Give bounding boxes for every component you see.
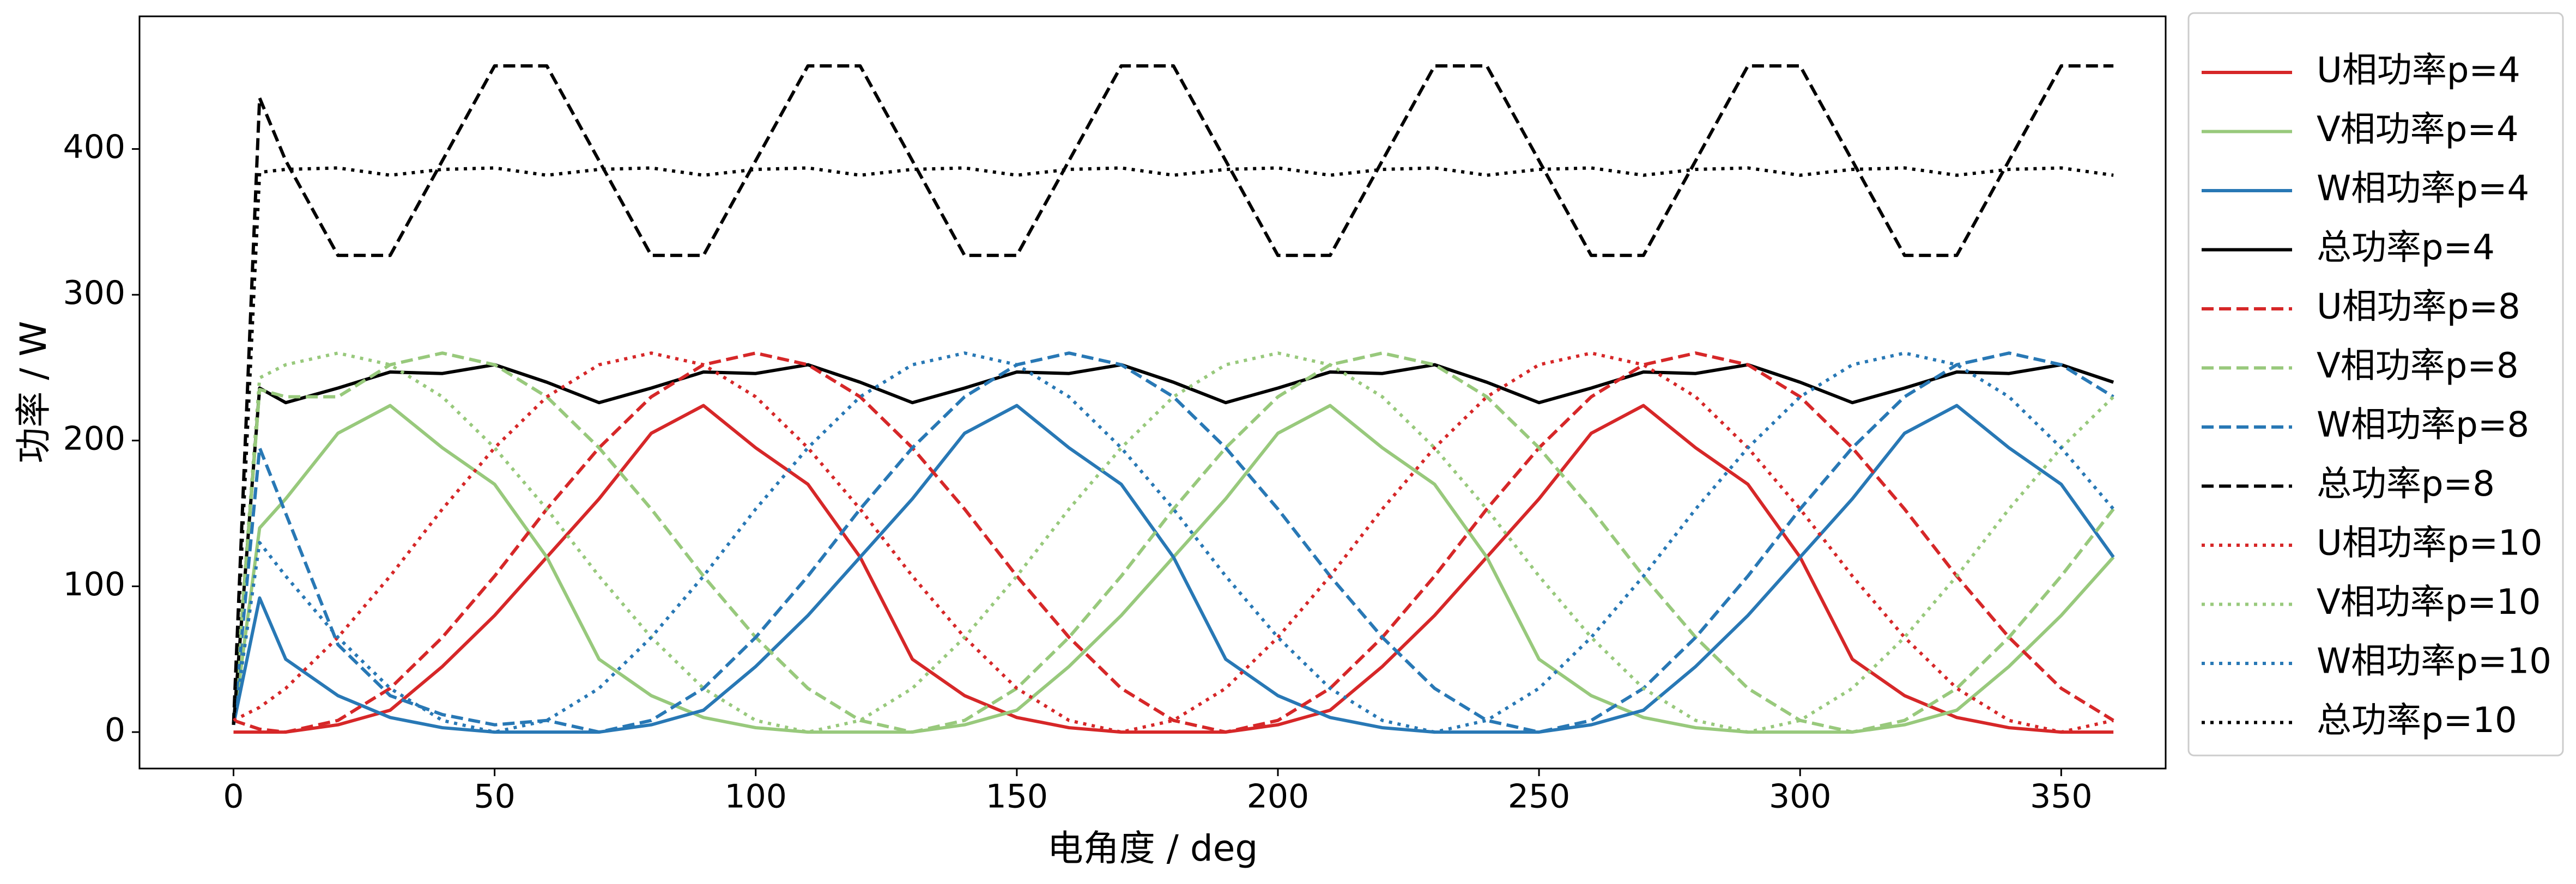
series-line — [232, 351, 2114, 734]
x-axis-label: 电角度 / deg — [1047, 827, 1258, 869]
series-line — [233, 404, 2114, 734]
legend-label: V相功率p=10 — [2317, 582, 2541, 623]
legend-label: U相功率p=8 — [2317, 287, 2520, 327]
series-line — [232, 64, 2114, 725]
legend-label: U相功率p=4 — [2317, 51, 2520, 91]
x-tick-label: 150 — [986, 778, 1048, 816]
series-line — [232, 351, 2115, 734]
y-tick-label: 0 — [105, 711, 125, 749]
x-tick-label: 0 — [223, 778, 244, 816]
x-tick-label: 350 — [2030, 778, 2093, 816]
legend-label: V相功率p=4 — [2317, 109, 2519, 150]
series-line — [232, 351, 2115, 734]
series-line — [232, 404, 2115, 734]
y-tick-label: 400 — [63, 128, 125, 166]
legend-label: 总功率p=8 — [2317, 464, 2495, 504]
legend-label: 总功率p=10 — [2317, 700, 2517, 741]
x-tick-label: 100 — [724, 778, 787, 816]
y-axis-label: 功率 / W — [13, 321, 54, 463]
series-line — [232, 404, 2115, 734]
series-line — [232, 166, 2114, 725]
x-tick-label: 50 — [474, 778, 515, 816]
y-tick-label: 100 — [63, 565, 125, 603]
plot-frame — [138, 15, 2167, 770]
x-tick-label: 250 — [1508, 778, 1571, 816]
x-tick-label: 300 — [1769, 778, 1832, 816]
y-tick-label: 300 — [63, 274, 125, 312]
series-line — [232, 351, 2115, 734]
legend-box — [2187, 12, 2564, 757]
legend-label: W相功率p=10 — [2317, 642, 2551, 682]
series-line — [232, 363, 2114, 725]
x-tick-label: 200 — [1247, 778, 1310, 816]
y-tick-label: 200 — [63, 419, 125, 458]
legend-label: 总功率p=4 — [2317, 228, 2495, 268]
legend-label: W相功率p=8 — [2317, 405, 2529, 446]
series-line — [233, 351, 2114, 734]
legend-label: W相功率p=4 — [2317, 169, 2529, 209]
legend-label: U相功率p=10 — [2317, 523, 2543, 564]
legend-label: V相功率p=8 — [2317, 346, 2519, 386]
series-line — [233, 351, 2114, 734]
